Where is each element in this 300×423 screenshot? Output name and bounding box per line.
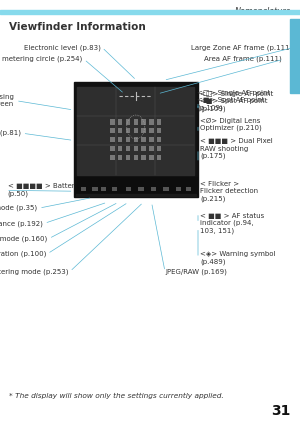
- Bar: [290, 19, 300, 93]
- Bar: [157, 137, 161, 142]
- Bar: [149, 128, 154, 133]
- Bar: [157, 128, 161, 133]
- Bar: [74, 82, 198, 197]
- Text: Grid (p.81): Grid (p.81): [0, 130, 21, 137]
- Bar: [75, 177, 196, 194]
- Bar: [118, 154, 122, 160]
- Bar: [110, 146, 115, 151]
- Bar: [101, 187, 106, 191]
- Bar: [118, 128, 122, 133]
- Text: Viewfinder Information: Viewfinder Information: [9, 22, 146, 32]
- Bar: [118, 119, 122, 124]
- Bar: [149, 137, 154, 142]
- Bar: [118, 146, 122, 151]
- Text: <Ø> Digital Lens
Optimizer (p.210): <Ø> Digital Lens Optimizer (p.210): [200, 118, 262, 131]
- Bar: [176, 187, 181, 191]
- Bar: [157, 154, 161, 160]
- Text: <□> Single AF point
<■> Spot AF point
(p.109): <□> Single AF point <■> Spot AF point (p…: [200, 91, 274, 112]
- Bar: [126, 119, 130, 124]
- Bar: [77, 87, 194, 175]
- Bar: [141, 128, 146, 133]
- Bar: [141, 146, 146, 151]
- Text: Focusing
screen: Focusing screen: [0, 94, 14, 107]
- Bar: [76, 194, 196, 196]
- Text: Area AF frame (p.111): Area AF frame (p.111): [204, 56, 282, 63]
- Text: JPEG/RAW (p.169): JPEG/RAW (p.169): [166, 268, 227, 275]
- Text: <□> Single AF point
<■> Spot AF point
(p.109): <□> Single AF point <■> Spot AF point (p…: [197, 90, 271, 111]
- Bar: [134, 128, 138, 133]
- Bar: [141, 137, 146, 142]
- Text: < Flicker >
Flicker detection
(p.215): < Flicker > Flicker detection (p.215): [200, 181, 259, 202]
- Text: Metering mode (p.253): Metering mode (p.253): [0, 268, 68, 275]
- Bar: [0, 10, 300, 14]
- Bar: [157, 119, 161, 124]
- Bar: [141, 119, 146, 124]
- Bar: [157, 146, 161, 151]
- Text: Electronic level (p.83): Electronic level (p.83): [24, 44, 100, 51]
- Text: < ■■■■ > Battery level
(p.50): < ■■■■ > Battery level (p.50): [8, 184, 97, 197]
- Text: White balance (p.192): White balance (p.192): [0, 220, 43, 227]
- Bar: [81, 187, 86, 191]
- Text: < ■■■ > Dual Pixel
RAW shooting
(p.175): < ■■■ > Dual Pixel RAW shooting (p.175): [200, 138, 273, 159]
- Text: 31: 31: [272, 404, 291, 418]
- Bar: [163, 187, 169, 191]
- Bar: [149, 119, 154, 124]
- Text: Nomenclature: Nomenclature: [235, 7, 291, 16]
- Bar: [151, 187, 156, 191]
- Text: < ■■ > AF status
indicator (p.94,
103, 151): < ■■ > AF status indicator (p.94, 103, 1…: [200, 213, 265, 234]
- Bar: [141, 154, 146, 160]
- Bar: [112, 187, 118, 191]
- Bar: [110, 137, 115, 142]
- Bar: [110, 119, 115, 124]
- Bar: [138, 187, 144, 191]
- Text: Large Zone AF frame (p.111): Large Zone AF frame (p.111): [191, 44, 292, 51]
- Bar: [126, 128, 130, 133]
- Bar: [134, 146, 138, 151]
- Text: Shooting mode (p.35): Shooting mode (p.35): [0, 205, 38, 212]
- Bar: [126, 137, 130, 142]
- Text: Spot metering circle (p.254): Spot metering circle (p.254): [0, 56, 82, 63]
- Bar: [110, 154, 115, 160]
- Text: AF operation (p.100): AF operation (p.100): [0, 250, 46, 257]
- Bar: [126, 187, 131, 191]
- Bar: [118, 137, 122, 142]
- Bar: [110, 128, 115, 133]
- Bar: [134, 137, 138, 142]
- Bar: [126, 146, 130, 151]
- Bar: [185, 187, 191, 191]
- Bar: [134, 119, 138, 124]
- Bar: [134, 154, 138, 160]
- Bar: [126, 154, 130, 160]
- Bar: [149, 146, 154, 151]
- Text: Drive mode (p.160): Drive mode (p.160): [0, 235, 47, 242]
- Text: * The display will show only the settings currently applied.: * The display will show only the setting…: [9, 393, 224, 398]
- Bar: [149, 154, 154, 160]
- Text: <◈> Warning symbol
(p.489): <◈> Warning symbol (p.489): [200, 251, 276, 265]
- Bar: [92, 187, 98, 191]
